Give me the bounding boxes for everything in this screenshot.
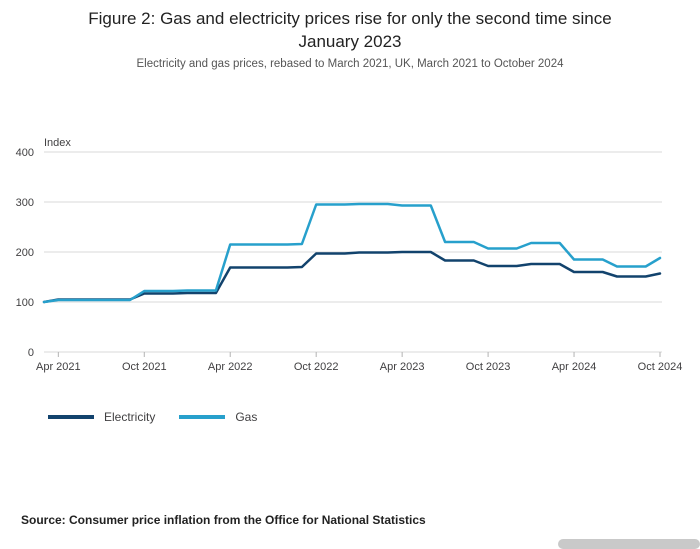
chart-subtitle: Electricity and gas prices, rebased to M… [136, 58, 564, 70]
source-note: Source: Consumer price inflation from th… [21, 513, 426, 527]
chart-title-line2: January 2023 [298, 31, 402, 51]
svg-text:400: 400 [16, 147, 34, 159]
legend-item-electricity: Electricity [48, 410, 155, 424]
electricity-line-swatch [48, 415, 94, 419]
svg-text:Apr 2021: Apr 2021 [36, 361, 81, 373]
svg-text:Oct 2022: Oct 2022 [294, 361, 339, 373]
price-chart: 0 100 200 300 400 Index Apr 2021 Oct 2021 Apr 20… [16, 137, 683, 373]
chart-legend: Electricity Gas [48, 410, 257, 424]
legend-label-gas: Gas [235, 410, 258, 424]
legend-label-electricity: Electricity [104, 410, 156, 424]
svg-text:Index: Index [44, 137, 71, 149]
svg-text:Oct 2021: Oct 2021 [122, 361, 167, 373]
svg-text:200: 200 [16, 247, 34, 259]
chart-title: Figure 2: Gas and electricity prices ris… [0, 8, 700, 54]
svg-text:Oct 2024: Oct 2024 [638, 361, 683, 373]
svg-text:Apr 2023: Apr 2023 [380, 361, 425, 373]
chart-title-line1: Figure 2: Gas and electricity prices ris… [88, 9, 612, 28]
svg-text:300: 300 [16, 197, 34, 209]
horizontal-scrollbar-thumb[interactable] [558, 539, 700, 549]
svg-text:100: 100 [16, 297, 34, 309]
svg-text:Apr 2022: Apr 2022 [208, 361, 253, 373]
gas-line-swatch [179, 415, 226, 419]
svg-text:0: 0 [28, 347, 34, 359]
legend-item-gas: Gas [179, 410, 257, 424]
svg-text:Oct 2023: Oct 2023 [466, 361, 511, 373]
svg-text:Apr 2024: Apr 2024 [552, 361, 597, 373]
